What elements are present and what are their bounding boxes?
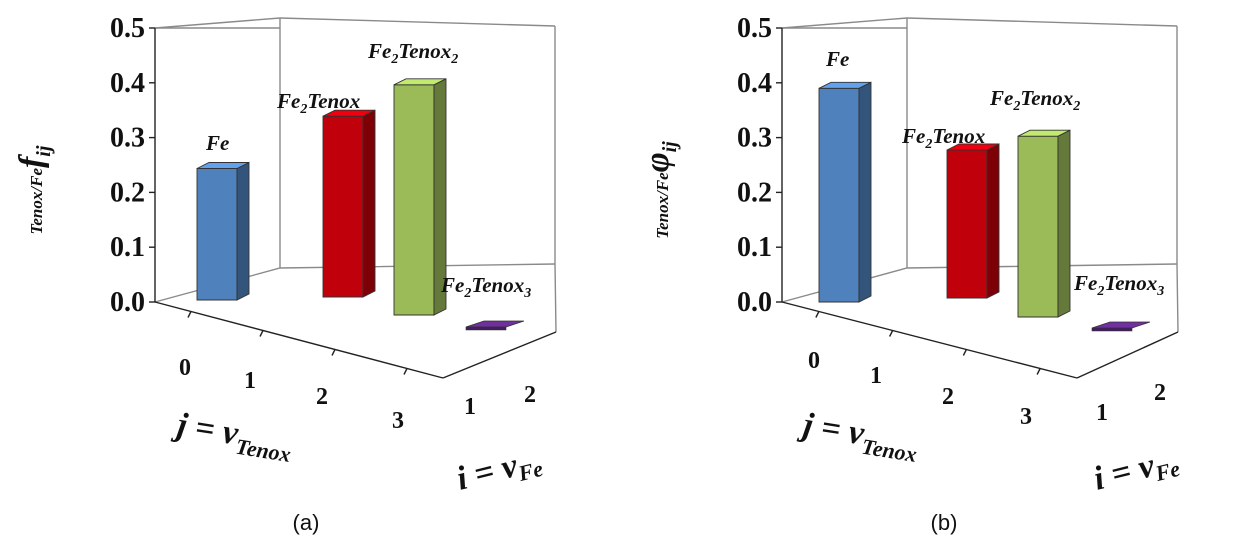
j-tick-mark [187, 311, 192, 318]
bar-side-face [362, 109, 376, 298]
y-tick-label: 0.2 [110, 177, 145, 208]
j-category-label: 0 [179, 355, 191, 381]
y-tick-label: 0.5 [110, 13, 145, 44]
bar-flat-front [1091, 327, 1133, 332]
bar-side-face [236, 161, 250, 301]
bar-side-face [858, 81, 872, 303]
j-axis-title: j = νTenox [795, 406, 922, 467]
i-category-label: 1 [464, 394, 476, 420]
y-tick-label: 0.5 [737, 13, 772, 44]
bar-front-face [196, 168, 238, 301]
chart-panel-b: 0.0 0.1 0.2 0.3 0.4 0.5 0 1 2 3 1 2 Fe Fe2Tenox Fe2Ten… [622, 0, 1244, 538]
bar-2 [1017, 129, 1071, 318]
wall-top-edge [906, 17, 1178, 27]
y-tick-label: 0.0 [110, 287, 145, 318]
i-axis-line [442, 331, 557, 379]
y-axis-title: Tenox/Fefij [13, 145, 55, 234]
j-axis-title: j = νTenox [169, 406, 296, 467]
bar-top-face [818, 81, 872, 89]
panel-caption: (b) [931, 510, 958, 535]
j-tick-mark [331, 349, 336, 356]
bar-flat-top [1091, 321, 1151, 329]
bar-2 [393, 78, 447, 316]
j-category-label: 3 [1020, 404, 1032, 430]
j-tick-mark [962, 349, 968, 356]
bar-top-face [946, 143, 1000, 151]
y-axis-title: Tenox/Feφij [639, 141, 681, 239]
j-axis-line [781, 301, 1078, 379]
floor-right-edge [1176, 263, 1179, 333]
y-tick-label: 0.4 [110, 68, 145, 99]
bar-flat-top [465, 320, 525, 328]
bar-top-face [393, 78, 447, 86]
panel-caption: (a) [293, 510, 320, 535]
y-tick-label: 0.0 [737, 287, 772, 318]
j-category-label: 2 [316, 384, 328, 410]
j-tick-mark [259, 330, 264, 337]
bar-3 [465, 320, 525, 331]
bar-flat-front [465, 326, 507, 331]
i-axis-title: i = νFe [1090, 441, 1183, 501]
y-tick-label: 0.1 [737, 232, 772, 263]
bar-front-face [818, 87, 860, 303]
j-category-label: 2 [942, 384, 954, 410]
bar-label-2: Fe2Tenox2 [367, 39, 458, 67]
j-category-label: 0 [808, 348, 820, 374]
bar-side-face [1057, 129, 1071, 318]
bar-0 [818, 81, 872, 303]
bar-label-3: Fe2Tenox3 [1073, 271, 1164, 299]
wall-top-left-edge [154, 17, 281, 29]
y-tick-label: 0.3 [737, 123, 772, 154]
y-tick-label: 0.1 [110, 232, 145, 263]
bar-front-face [322, 115, 364, 298]
i-category-label: 1 [1096, 400, 1108, 426]
j-category-label: 1 [244, 368, 256, 394]
bar-1 [322, 109, 376, 298]
wall-top-left-edge [781, 17, 908, 29]
bar-top-face [1017, 129, 1071, 137]
bar-front-face [393, 84, 435, 316]
j-tick-mark [403, 368, 408, 375]
i-axis-line [1076, 331, 1179, 379]
i-category-label: 2 [524, 382, 536, 408]
bar-side-face [986, 143, 1000, 299]
y-tick-label: 0.2 [737, 177, 772, 208]
bar-label-1: Fe2Tenox [901, 124, 985, 152]
bar-1 [946, 143, 1000, 299]
bar-front-face [946, 149, 988, 299]
bar-3 [1091, 321, 1151, 332]
j-category-label: 1 [870, 363, 882, 389]
bar-0 [196, 161, 250, 301]
bar-top-face [196, 162, 250, 169]
bar-label-2: Fe2Tenox2 [989, 86, 1080, 114]
j-category-label: 3 [392, 408, 404, 434]
wall-top-edge [279, 17, 556, 27]
floor-right-edge [554, 263, 557, 333]
bar-label-0: Fe [205, 131, 229, 155]
bar-label-1: Fe2Tenox [276, 89, 360, 117]
j-axis-line [154, 301, 444, 379]
bar-label-0: Fe [825, 47, 849, 71]
bar-label-3: Fe2Tenox3 [440, 273, 531, 301]
bar-front-face [1017, 135, 1059, 318]
i-category-label: 2 [1154, 380, 1166, 406]
j-tick-mark [815, 311, 820, 318]
j-tick-mark [888, 330, 894, 337]
j-tick-mark [1036, 368, 1041, 375]
chart-panel-a: 0.0 0.1 0.2 0.3 0.4 0.5 0 1 2 3 1 2 Fe Fe2Tenox Fe2Ten… [13, 13, 557, 535]
y-tick-label: 0.3 [110, 123, 145, 154]
bar-top-face [322, 109, 376, 117]
i-axis-title: i = νFe [453, 441, 546, 501]
y-tick-label: 0.4 [737, 68, 772, 99]
